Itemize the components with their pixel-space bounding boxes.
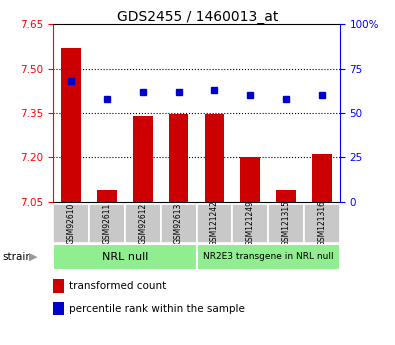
Bar (169, 115, 188, 202)
Bar (205, 115, 224, 202)
Bar (53, 204, 89, 243)
Text: NR2E3 transgene in NRL null: NR2E3 transgene in NRL null (203, 252, 333, 262)
Bar (232, 204, 268, 243)
Bar (197, 244, 340, 270)
Bar (97, 190, 117, 202)
Text: GSM92611: GSM92611 (103, 203, 111, 244)
Bar (241, 157, 260, 202)
Text: transformed count: transformed count (69, 281, 166, 291)
Bar (268, 204, 304, 243)
Bar (89, 204, 125, 243)
Text: GSM121249: GSM121249 (246, 200, 255, 246)
Bar (53, 244, 197, 270)
Text: GSM121315: GSM121315 (282, 200, 290, 246)
Bar (133, 116, 152, 202)
Text: GSM121316: GSM121316 (317, 200, 326, 246)
Text: ▶: ▶ (29, 252, 38, 262)
Bar (53, 279, 64, 293)
Text: GDS2455 / 1460013_at: GDS2455 / 1460013_at (117, 10, 278, 24)
Bar (161, 204, 197, 243)
Text: GSM121242: GSM121242 (210, 200, 219, 246)
Bar (61, 48, 81, 202)
Text: GSM92612: GSM92612 (138, 203, 147, 244)
Bar (312, 155, 332, 202)
Text: GSM92610: GSM92610 (67, 203, 76, 244)
Bar (197, 204, 232, 243)
Bar (304, 204, 340, 243)
Bar (53, 302, 64, 315)
Text: percentile rank within the sample: percentile rank within the sample (69, 304, 245, 314)
Text: GSM92613: GSM92613 (174, 203, 183, 244)
Bar (125, 204, 161, 243)
Bar (276, 190, 296, 202)
Text: NRL null: NRL null (102, 252, 148, 262)
Text: strain: strain (2, 252, 32, 262)
